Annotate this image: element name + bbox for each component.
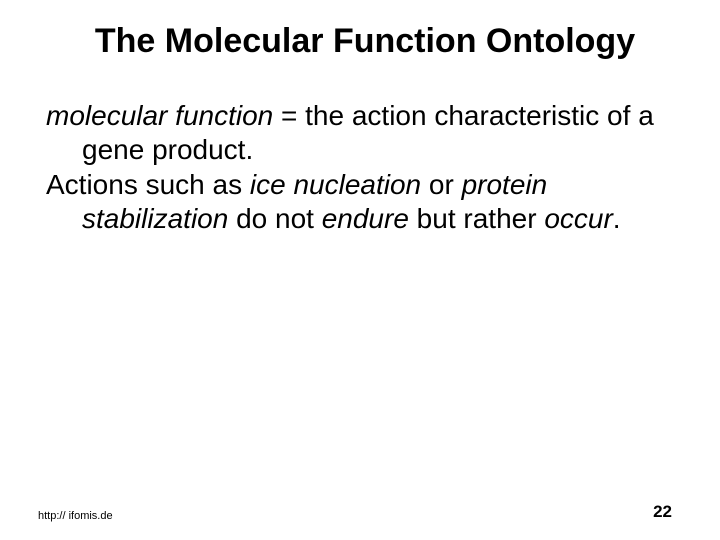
term-molecular-function: molecular function	[46, 100, 273, 131]
para2-text-i: .	[613, 203, 621, 234]
slide-footer: http:// ifomis.de 22	[38, 502, 682, 522]
paragraph-2: Actions such as ice nucleation or protei…	[46, 168, 682, 235]
slide-title: The Molecular Function Ontology	[48, 22, 682, 61]
para2-text-e: do not	[228, 203, 321, 234]
term-ice-nucleation: ice nucleation	[250, 169, 421, 200]
term-occur: occur	[544, 203, 612, 234]
slide-body: molecular function = the action characte…	[38, 99, 682, 237]
page-number: 22	[653, 502, 672, 522]
footer-url: http:// ifomis.de	[38, 510, 113, 522]
slide: The Molecular Function Ontology molecula…	[0, 0, 720, 540]
term-endure: endure	[322, 203, 409, 234]
para2-text-c: or	[421, 169, 461, 200]
para2-text-g: but rather	[409, 203, 544, 234]
para2-text-a: Actions such as	[46, 169, 250, 200]
paragraph-1: molecular function = the action characte…	[46, 99, 682, 166]
